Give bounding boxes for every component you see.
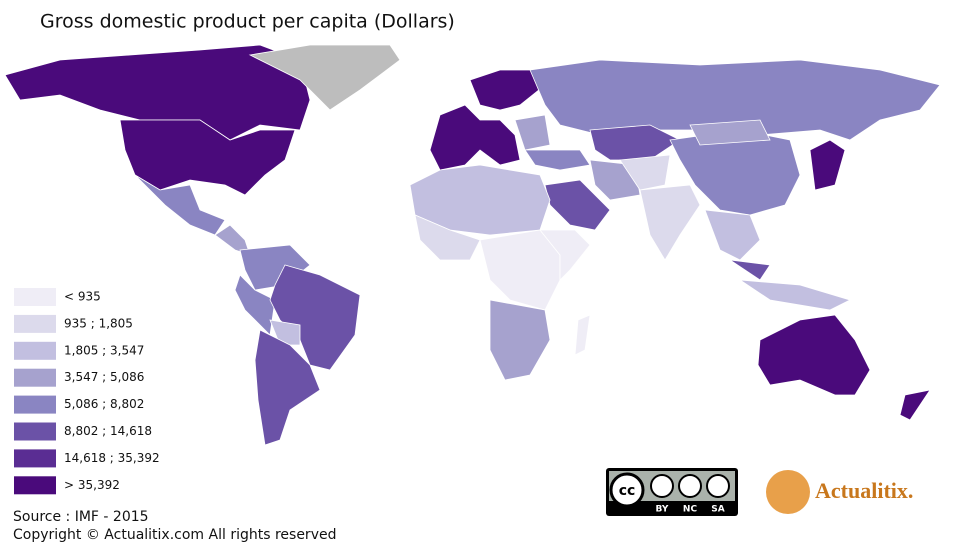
legend-swatch [14,476,56,495]
license-badge: cc BY NC SA [606,468,738,516]
country [514,114,551,151]
sa-icon [706,474,730,498]
legend-label: 935 ; 1,805 [64,316,133,330]
country [899,389,931,421]
country [134,174,226,236]
legend-swatch [14,288,56,306]
legend-swatch [14,422,56,441]
license-label: NC [683,505,698,515]
cc-icon [609,472,645,508]
brand-logo: Actualitix. [766,470,913,514]
legend-label: 5,086 ; 8,802 [64,397,144,411]
country [544,179,611,231]
brand: Actualitix. [815,478,913,503]
cc-logo: cc [619,483,636,499]
by-icon [650,474,674,498]
country [757,314,871,396]
country [729,259,771,281]
title: Gross domestic product per capita (Dolla… [40,11,455,33]
country [414,214,481,261]
legend: < 935 935 ; 1,805 1,805 ; 3,547 3,547 ; 5,0… [14,288,160,495]
legend-swatch [14,368,56,387]
globe [766,470,810,514]
country [619,154,671,191]
legend-swatch [14,449,56,468]
country [214,224,251,256]
legend-swatch [14,341,56,360]
legend-label: 14,618 ; 35,392 [64,451,160,465]
world-map [4,44,941,446]
country [524,149,591,171]
country [739,279,852,311]
country [574,314,591,356]
country [529,59,941,141]
country [489,299,551,381]
country [639,184,701,261]
country [469,69,546,111]
legend-swatch [14,395,56,414]
license-label: SA [711,505,724,515]
country [254,329,321,446]
license-label: BY [656,505,669,515]
legend-swatch [14,314,56,333]
country [539,229,591,281]
country [4,44,311,141]
legend-label: 3,547 ; 5,086 [64,370,144,384]
country [689,119,771,146]
country [429,104,521,171]
country [704,209,761,261]
legend-label: > 35,392 [64,478,120,492]
legend-label: 1,805 ; 3,547 [64,343,144,357]
legend-label: < 935 [64,290,101,304]
legend-label: 8,802 ; 14,618 [64,424,152,438]
copyright: Copyright © Actualitix.com All rights re… [13,527,336,543]
nc-icon [678,474,702,498]
source: Source : IMF - 2015 [13,509,149,525]
country [479,229,561,311]
country-no-data [248,44,401,111]
country [809,139,846,191]
